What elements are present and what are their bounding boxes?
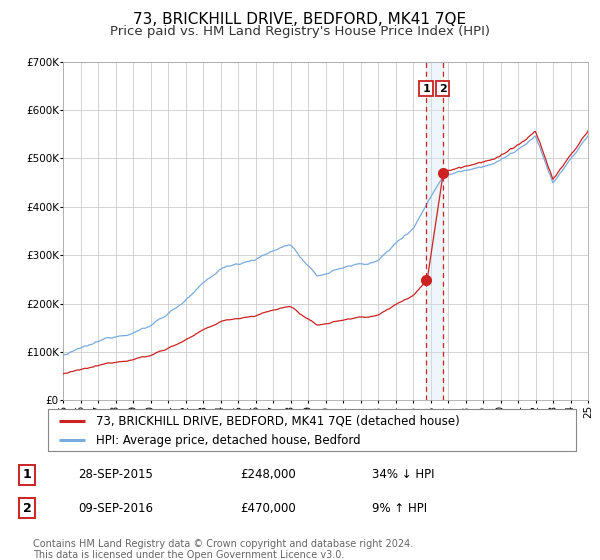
Text: HPI: Average price, detached house, Bedford: HPI: Average price, detached house, Bedf… [95,434,360,447]
Text: 2: 2 [23,502,31,515]
Text: Price paid vs. HM Land Registry's House Price Index (HPI): Price paid vs. HM Land Registry's House … [110,25,490,38]
Text: £248,000: £248,000 [240,468,296,481]
Bar [426,62,443,400]
Text: 2: 2 [439,83,446,94]
Text: 09-SEP-2016: 09-SEP-2016 [78,502,153,515]
Text: 9% ↑ HPI: 9% ↑ HPI [372,502,427,515]
Text: £470,000: £470,000 [240,502,296,515]
Text: 1: 1 [23,468,31,481]
Text: 28-SEP-2015: 28-SEP-2015 [78,468,153,481]
Text: 34% ↓ HPI: 34% ↓ HPI [372,468,434,481]
Text: Contains HM Land Registry data © Crown copyright and database right 2024.
This d: Contains HM Land Registry data © Crown c… [33,539,413,560]
Text: 1: 1 [422,83,430,94]
Text: 73, BRICKHILL DRIVE, BEDFORD, MK41 7QE: 73, BRICKHILL DRIVE, BEDFORD, MK41 7QE [133,12,467,27]
Text: 73, BRICKHILL DRIVE, BEDFORD, MK41 7QE (detached house): 73, BRICKHILL DRIVE, BEDFORD, MK41 7QE (… [95,414,459,427]
